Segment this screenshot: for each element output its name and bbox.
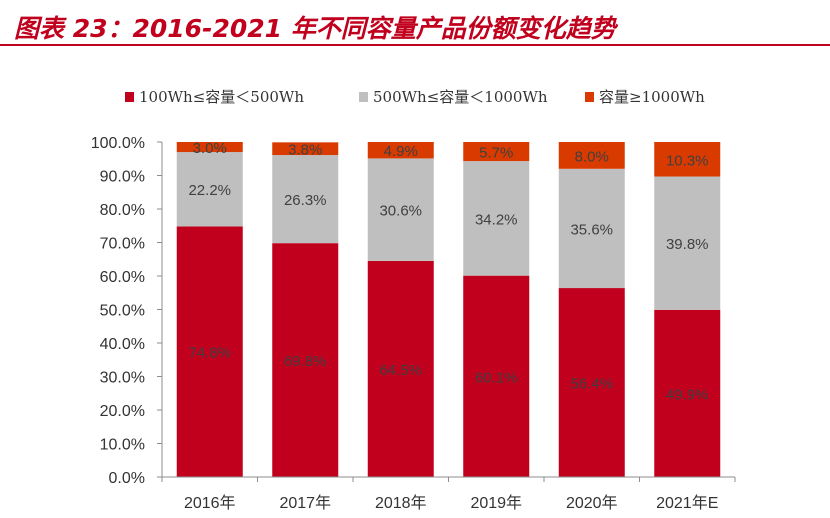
- y-tick-label: 30.0%: [100, 370, 145, 387]
- data-label: 49.9%: [666, 386, 709, 403]
- bar-segment: [176, 152, 243, 227]
- data-label: 60.1%: [475, 369, 518, 386]
- data-label: 39.8%: [666, 236, 709, 253]
- bar-segment: [654, 142, 721, 177]
- bar-segment: [272, 155, 339, 244]
- data-label: 74.8%: [188, 345, 231, 362]
- y-axis: 0.0% 10.0% 20.0% 30.0% 40.0% 50.0% 60.0% 70.0% 8…: [91, 135, 163, 487]
- data-label: 56.4%: [570, 376, 613, 393]
- data-label: 3.0%: [193, 140, 227, 157]
- bar-segment: [272, 142, 339, 156]
- y-tick-label: 0.0%: [109, 470, 145, 487]
- y-tick-label: 10.0%: [100, 437, 145, 454]
- bar-segment: [558, 288, 625, 477]
- y-tick-label: 70.0%: [100, 236, 145, 253]
- bar-segment: [176, 142, 243, 153]
- data-label: 35.6%: [570, 221, 613, 238]
- data-label: 5.7%: [479, 145, 513, 162]
- x-category-label: 2021年E: [656, 494, 718, 512]
- y-tick-label: 90.0%: [100, 169, 145, 186]
- bar-segment: [367, 158, 434, 261]
- data-label: 4.9%: [384, 143, 418, 160]
- bars: [176, 142, 721, 477]
- legend-label: 容量≥1000Wh: [599, 88, 705, 106]
- x-category-label: 2018年: [375, 494, 427, 512]
- data-label: 30.6%: [379, 203, 422, 220]
- y-tick-label: 50.0%: [100, 303, 145, 320]
- legend-swatch: [585, 92, 594, 102]
- bar-segment: [654, 309, 721, 477]
- y-tick-label: 60.0%: [100, 269, 145, 286]
- data-label: 8.0%: [575, 148, 609, 165]
- title-rule: [0, 44, 830, 46]
- bar-segment: [463, 142, 530, 162]
- data-label: 3.8%: [288, 142, 322, 159]
- data-label: 69.8%: [284, 353, 327, 370]
- legend-label: 500Wh≤容量＜1000Wh: [373, 88, 548, 106]
- legend-label: 100Wh≤容量＜500Wh: [139, 88, 304, 106]
- bar-segment: [367, 142, 434, 159]
- x-category-label: 2020年: [566, 494, 618, 512]
- bar-segment: [272, 243, 339, 477]
- legend-swatch: [359, 92, 368, 102]
- data-label: 22.2%: [188, 182, 231, 199]
- bar-segment: [463, 275, 530, 477]
- y-tick-label: 20.0%: [100, 403, 145, 420]
- data-labels: 74.8% 22.2% 3.0% 69.8% 26.3% 3.8% 64.5% 30.6% 4.…: [188, 140, 708, 403]
- bar-segment: [463, 161, 530, 276]
- bar-segment: [558, 168, 625, 289]
- x-axis: 2016年 2017年 2018年 2019年 2020年 2021年E: [161, 476, 736, 512]
- data-label: 34.2%: [475, 211, 518, 228]
- x-category-label: 2016年: [184, 494, 236, 512]
- figure-title: 图表 23：2016-2021 年不同容量产品份额变化趋势: [14, 14, 616, 43]
- data-label: 10.3%: [666, 152, 709, 169]
- bar-segment: [176, 226, 243, 477]
- y-tick-label: 100.0%: [91, 135, 145, 152]
- bar-segment: [558, 142, 625, 169]
- bar-segment: [654, 176, 721, 310]
- data-label: 26.3%: [284, 192, 327, 209]
- x-category-label: 2019年: [470, 494, 522, 512]
- legend-swatch: [125, 92, 134, 102]
- x-category-label: 2017年: [279, 494, 331, 512]
- data-label: 64.5%: [379, 362, 422, 379]
- y-tick-label: 80.0%: [100, 202, 145, 219]
- bar-segment: [367, 260, 434, 477]
- y-tick-label: 40.0%: [100, 336, 145, 353]
- legend: 100Wh≤容量＜500Wh 500Wh≤容量＜1000Wh 容量≥1000Wh: [125, 88, 705, 106]
